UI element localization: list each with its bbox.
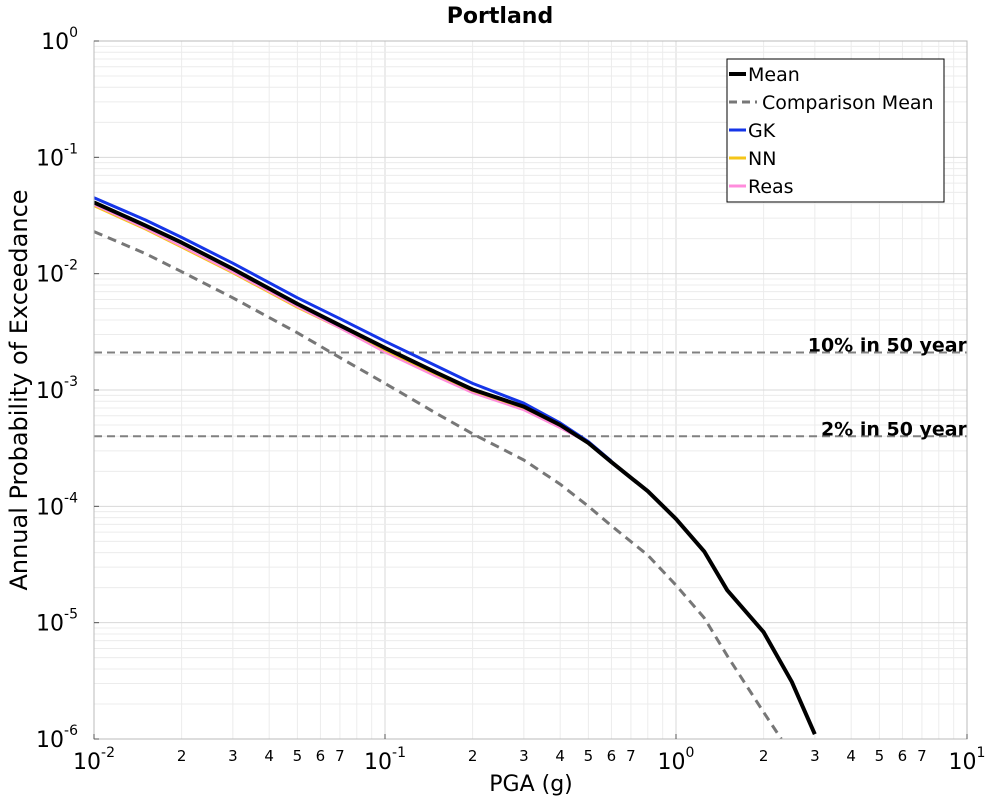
series-line-comparison-mean — [94, 230, 783, 739]
legend-box — [726, 58, 945, 203]
reference-line-label: 2% in 50 year — [821, 418, 968, 440]
x-major-tick-label: 101 — [949, 745, 986, 775]
legend: Mean Comparison Mean GK NN Reas — [726, 58, 945, 203]
y-major-tick-label: 10-5 — [36, 607, 78, 637]
x-minor-tick-label: 2 — [177, 747, 187, 765]
legend-entry-label: GK — [748, 120, 776, 142]
legend-entry-label: Comparison Mean — [762, 92, 934, 114]
x-minor-tick-label: 2 — [468, 747, 478, 765]
x-minor-tick-label: 6 — [898, 747, 908, 765]
y-axis-ticks: 100 10-1 10-2 10-3 10-4 10-5 10-6 — [36, 25, 99, 753]
y-major-tick-label: 10-4 — [36, 490, 78, 520]
series-line-mean — [94, 200, 817, 736]
x-minor-tick-label: 5 — [584, 747, 594, 765]
x-minor-tick-label: 7 — [917, 747, 927, 765]
x-minor-tick-label: 6 — [316, 747, 326, 765]
y-major-tick-label: 100 — [41, 25, 78, 55]
y-major-tick-label: 10-6 — [36, 723, 78, 753]
legend-entry-label: NN — [748, 148, 776, 170]
x-axis-label: PGA (g) — [489, 772, 573, 797]
y-major-tick-label: 10-1 — [36, 141, 78, 171]
x-minor-tick-label: 3 — [810, 747, 820, 765]
x-minor-tick-label: 7 — [335, 747, 345, 765]
x-minor-tick-label: 5 — [875, 747, 885, 765]
x-minor-tick-label: 5 — [293, 747, 303, 765]
x-major-tick-label: 10-1 — [364, 745, 406, 775]
x-minor-tick-label: 3 — [228, 747, 238, 765]
grid-lines — [93, 41, 967, 740]
y-major-tick-label: 10-2 — [36, 258, 78, 288]
x-minor-tick-label: 7 — [626, 747, 636, 765]
legend-entry-label: Mean — [748, 64, 800, 86]
x-minor-tick-label: 3 — [519, 747, 529, 765]
y-major-tick-label: 10-3 — [36, 374, 78, 404]
chart-title: Portland — [447, 4, 553, 29]
x-major-tick-label: 10-2 — [73, 745, 115, 775]
x-minor-tick-label: 4 — [264, 747, 274, 765]
x-major-tick-label: 100 — [658, 745, 695, 775]
x-minor-tick-label: 4 — [846, 747, 856, 765]
plot-series — [94, 196, 817, 739]
x-minor-tick-label: 2 — [759, 747, 769, 765]
x-minor-tick-label: 4 — [555, 747, 565, 765]
reference-line-label: 10% in 50 year — [808, 335, 968, 357]
y-axis-label: Annual Probability of Exceedance — [5, 189, 33, 590]
series-line-reas — [94, 203, 589, 444]
reference-lines: 10% in 50 year 2% in 50 year — [94, 335, 968, 440]
legend-entry-label: Reas — [748, 176, 794, 198]
x-minor-tick-label: 6 — [607, 747, 617, 765]
